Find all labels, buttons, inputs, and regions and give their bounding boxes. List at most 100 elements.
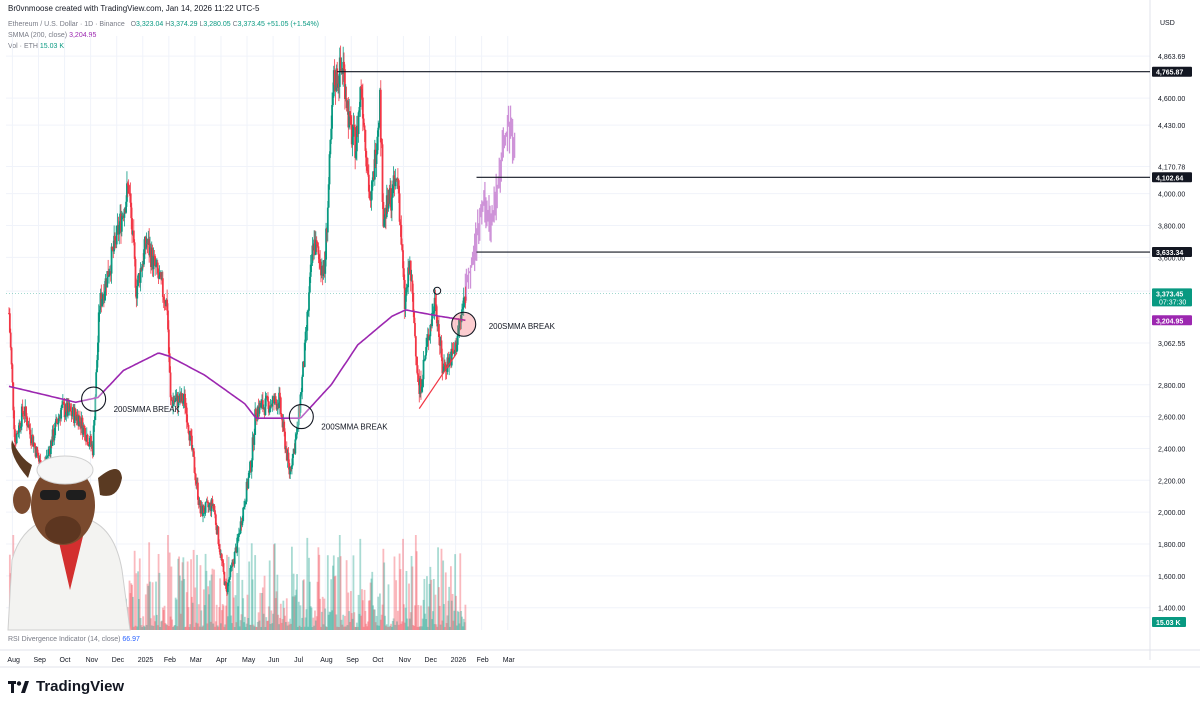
volume-bar bbox=[171, 619, 174, 630]
legend-low-label: L bbox=[199, 21, 204, 28]
legend-high-label: H bbox=[165, 21, 171, 28]
volume-bar bbox=[169, 616, 172, 630]
candle-body bbox=[163, 299, 166, 304]
candle-body bbox=[211, 499, 214, 507]
candle-body bbox=[82, 425, 85, 435]
candle-body bbox=[167, 310, 169, 330]
volume-bar bbox=[314, 620, 317, 630]
volume-bar bbox=[132, 596, 134, 630]
candle-body bbox=[63, 404, 66, 418]
volume-bar bbox=[155, 614, 158, 630]
volume-bar bbox=[317, 547, 320, 630]
volume-bar bbox=[182, 557, 185, 630]
candle-body bbox=[173, 401, 176, 403]
volume-bar bbox=[191, 596, 193, 630]
legend-vol-value: 15.03 K bbox=[39, 43, 65, 50]
candle-body bbox=[11, 364, 14, 383]
volume-bar bbox=[459, 553, 462, 630]
price-axis: 1,400.00 1,600.00 1,800.00 2,000.00 2,200.00… bbox=[1152, 54, 1192, 627]
price-tag-label: 4,765.87 bbox=[1156, 70, 1183, 77]
candle-body bbox=[49, 440, 52, 455]
candle-body bbox=[69, 406, 72, 411]
candle-body bbox=[184, 393, 186, 406]
volume-bar bbox=[148, 542, 151, 630]
volume-bar bbox=[151, 582, 154, 630]
volume-bar bbox=[362, 626, 365, 630]
candle-body bbox=[397, 180, 400, 194]
volume-bar bbox=[307, 626, 310, 630]
candle-body bbox=[148, 238, 151, 256]
volume-bar bbox=[277, 614, 280, 630]
candle-body bbox=[16, 433, 19, 435]
candle-body bbox=[110, 246, 113, 274]
candle-body bbox=[453, 352, 456, 354]
volume-bar bbox=[263, 575, 266, 630]
candle-body bbox=[33, 442, 36, 447]
candle-body bbox=[52, 429, 55, 441]
candle-body bbox=[217, 527, 220, 545]
candle-body bbox=[245, 481, 248, 502]
x-tick-label: Nov bbox=[86, 657, 99, 664]
volume-bar bbox=[161, 620, 163, 630]
volume-bar bbox=[213, 569, 216, 630]
volume-bar bbox=[360, 615, 363, 630]
volume-bar bbox=[241, 579, 244, 630]
volume-bar bbox=[316, 581, 319, 630]
volume-bar bbox=[419, 626, 422, 630]
candle-body bbox=[168, 353, 171, 373]
volume-bar bbox=[185, 592, 188, 630]
candle-body bbox=[308, 292, 310, 311]
legend-smma-row: SMMA (200, close) 3,204.95 bbox=[8, 30, 319, 41]
volume-bar bbox=[150, 625, 153, 630]
volume-bar bbox=[351, 618, 354, 630]
volume-bar bbox=[320, 626, 322, 630]
volume-bar bbox=[301, 617, 304, 630]
candle-body bbox=[364, 129, 367, 151]
volume-bar bbox=[262, 613, 265, 630]
volume-bar bbox=[427, 606, 430, 630]
candle-body bbox=[296, 425, 299, 427]
volume-bar bbox=[366, 626, 369, 630]
candle-body bbox=[327, 184, 330, 208]
candle-body bbox=[28, 424, 31, 430]
volume-bar bbox=[323, 598, 326, 630]
volume-bar bbox=[251, 579, 254, 630]
candle-body bbox=[233, 551, 236, 564]
candle-body bbox=[108, 275, 110, 277]
candle-body bbox=[333, 70, 336, 86]
legend-vol-label: Vol · ETH bbox=[8, 43, 38, 50]
candle-body bbox=[365, 150, 368, 167]
candle-body bbox=[191, 435, 193, 450]
candle-body bbox=[54, 422, 57, 436]
price-tag-label: 3,204.95 bbox=[1156, 318, 1183, 325]
candle-body bbox=[133, 242, 136, 259]
volume-bar bbox=[429, 566, 432, 630]
volume-bar bbox=[181, 562, 184, 630]
volume-bar bbox=[346, 625, 349, 630]
volume-bar bbox=[165, 624, 168, 630]
volume-bar bbox=[197, 604, 200, 630]
candle-body bbox=[236, 537, 239, 553]
volume-bar bbox=[271, 623, 274, 630]
tradingview-logo: TradingView bbox=[8, 678, 124, 695]
volume-bar bbox=[344, 626, 347, 630]
volume-bar bbox=[230, 615, 233, 630]
candle-body bbox=[331, 105, 333, 129]
candle-body bbox=[319, 259, 322, 268]
volume-bar bbox=[439, 624, 442, 630]
legend-symbol: Ethereum / U.S. Dollar · 1D · Binance bbox=[8, 21, 125, 28]
candle-body bbox=[379, 89, 382, 143]
candle-body bbox=[426, 340, 428, 348]
volume-bar bbox=[211, 568, 214, 630]
volume-bar bbox=[291, 546, 293, 630]
candle-body bbox=[127, 185, 130, 194]
volume-bar bbox=[270, 610, 273, 630]
candle-body bbox=[464, 296, 467, 303]
volume-bar bbox=[180, 580, 183, 630]
candle-body bbox=[123, 208, 126, 218]
volume-bar bbox=[432, 578, 435, 630]
candle-body bbox=[328, 154, 331, 185]
candle-body bbox=[47, 449, 50, 456]
volume-bar bbox=[460, 611, 463, 630]
